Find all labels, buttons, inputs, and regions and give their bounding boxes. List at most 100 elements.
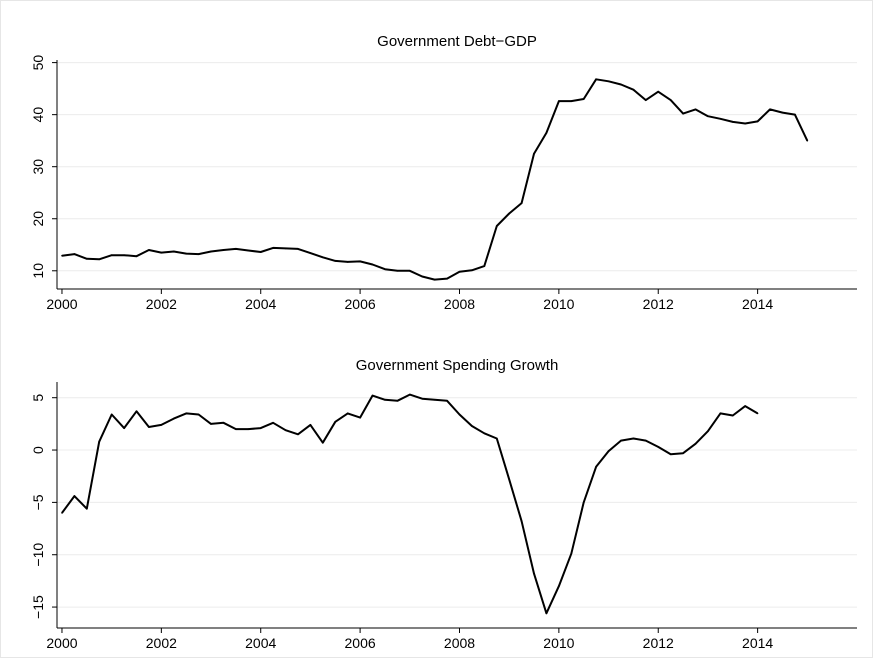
x-tick-label: 2010: [543, 296, 574, 312]
data-point: [694, 108, 697, 111]
x-tick-label: 2004: [245, 635, 276, 651]
data-point: [309, 252, 312, 254]
data-point: [110, 413, 113, 416]
data-point: [582, 98, 585, 100]
x-tick-label: 2012: [643, 296, 674, 312]
data-point: [545, 612, 548, 615]
data-point: [421, 397, 424, 400]
data-point: [173, 417, 175, 420]
data-point: [359, 260, 361, 263]
data-point: [185, 412, 187, 415]
x-tick-label: 2006: [345, 296, 376, 312]
x-tick-label: 2010: [543, 635, 574, 651]
data-point: [558, 585, 560, 587]
data-point: [396, 270, 399, 272]
data-point: [508, 212, 511, 215]
data-point: [98, 258, 100, 261]
data-point: [620, 439, 622, 442]
data-point: [396, 400, 399, 402]
data-point: [645, 99, 647, 101]
data-point: [632, 437, 635, 440]
data-point: [471, 425, 473, 427]
data-point: [334, 421, 337, 423]
data-point: [732, 121, 734, 123]
data-point: [346, 412, 349, 415]
data-point: [110, 254, 113, 256]
data-point: [682, 452, 684, 455]
panel-title: Government Debt−GDP: [377, 33, 537, 50]
x-tick-label: 2014: [742, 635, 773, 651]
data-point: [756, 412, 759, 415]
data-point: [135, 255, 138, 257]
data-point: [483, 432, 486, 435]
y-tick-label: 0: [30, 446, 46, 454]
data-point: [657, 90, 659, 93]
data-point: [719, 412, 722, 415]
data-point: [496, 437, 498, 440]
data-point: [620, 83, 622, 86]
y-ticks: 10 20 30 40 50: [30, 55, 57, 279]
x-tick-label: 2012: [643, 635, 674, 651]
data-point: [570, 100, 573, 102]
data-point: [160, 424, 163, 426]
x-tick-label: 2004: [245, 296, 276, 312]
data-point: [781, 111, 784, 114]
data-point: [123, 254, 125, 256]
data-point: [732, 414, 734, 417]
data-point: [433, 278, 436, 281]
data-point: [235, 248, 237, 250]
data-point: [458, 413, 461, 416]
data-point: [197, 413, 200, 416]
data-point: [533, 572, 535, 575]
data-point: [533, 152, 535, 155]
data-point: [247, 249, 250, 252]
y-tick-label: −5: [30, 494, 46, 510]
data-point: [297, 433, 299, 436]
data-point: [235, 428, 237, 430]
data-point: [160, 251, 163, 254]
data-point: [669, 99, 672, 101]
data-point: [645, 439, 647, 442]
data-point: [371, 263, 374, 266]
x-tick-label: 2000: [46, 296, 77, 312]
data-point: [272, 247, 274, 249]
data-point: [595, 466, 597, 468]
data-point: [384, 399, 386, 401]
data-point: [496, 225, 498, 227]
panel-spending-growth: Government Spending Growth 2000 2002 2004 2…: [30, 357, 857, 651]
data-point: [744, 122, 746, 125]
data-point: [520, 520, 523, 522]
data-point: [806, 139, 809, 142]
y-tick-label: −15: [30, 595, 46, 619]
y-tick-label: 30: [30, 159, 46, 175]
data-point: [185, 252, 187, 255]
x-tick-label: 2002: [146, 296, 177, 312]
data-point: [458, 271, 461, 273]
data-point: [98, 440, 100, 443]
data-point: [756, 120, 759, 123]
x-tick-label: 2000: [46, 635, 77, 651]
data-point: [359, 416, 361, 419]
data-point: [769, 108, 771, 111]
data-point: [73, 495, 76, 497]
data-point: [682, 112, 684, 115]
data-point: [371, 394, 374, 397]
data-point: [284, 429, 287, 432]
data-point: [607, 80, 610, 83]
data-point: [707, 115, 709, 117]
y-tick-label: 40: [30, 107, 46, 123]
data-point: [582, 501, 585, 504]
data-point: [148, 249, 150, 251]
y-tick-label: 20: [30, 211, 46, 227]
x-tick-label: 2014: [742, 296, 773, 312]
data-point: [73, 253, 76, 255]
data-point: [707, 430, 709, 433]
data-point: [744, 405, 746, 407]
y-tick-label: −10: [30, 543, 46, 567]
x-tick-label: 2006: [345, 635, 376, 651]
data-point: [794, 113, 796, 116]
data-point: [346, 261, 349, 263]
x-ticks: 2000 2002 2004 2006 2008 2010 2012 2014: [46, 289, 773, 312]
data-point: [471, 269, 473, 272]
